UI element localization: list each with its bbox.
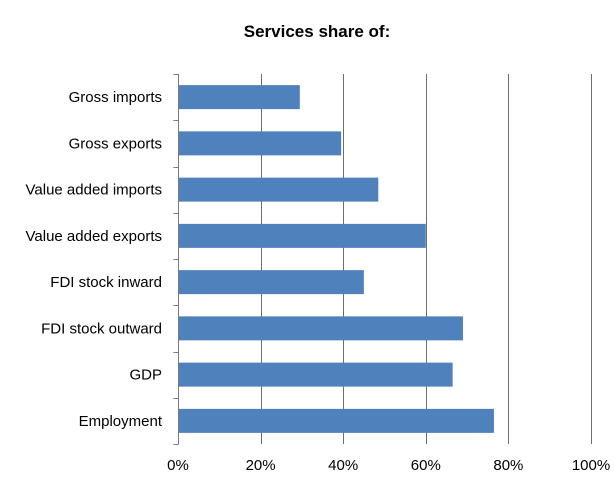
category-label-0: Gross imports <box>69 89 162 106</box>
x-tick-label-2: 40% <box>328 457 358 474</box>
category-labels: Gross imports Gross exports Value added im… <box>26 89 163 430</box>
x-tick-label-4: 80% <box>493 457 523 474</box>
bar-3 <box>178 223 426 248</box>
y-axis <box>173 74 179 445</box>
bar-4 <box>178 270 364 295</box>
x-tick-label-3: 60% <box>411 457 441 474</box>
x-tick-label-0: 0% <box>167 457 189 474</box>
category-label-4: FDI stock inward <box>50 274 162 291</box>
category-label-5: FDI stock outward <box>41 320 162 337</box>
bar-0 <box>178 85 300 110</box>
category-label-7: Employment <box>79 413 163 430</box>
category-label-3: Value added exports <box>26 228 163 245</box>
bars <box>178 85 494 433</box>
grid-lines <box>261 74 592 444</box>
x-tick-label-5: 100% <box>572 457 610 474</box>
category-label-1: Gross exports <box>69 135 162 152</box>
x-tick-label-1: 20% <box>246 457 276 474</box>
category-label-2: Value added imports <box>26 182 162 199</box>
category-label-6: GDP <box>129 367 162 384</box>
x-tick-labels: 0% 20% 40% 60% 80% 100% <box>167 457 610 474</box>
bar-6 <box>178 362 453 387</box>
bar-1 <box>178 131 342 156</box>
bar-2 <box>178 177 379 202</box>
chart-title: Services share of: <box>244 22 390 41</box>
bar-7 <box>178 408 494 433</box>
bar-5 <box>178 316 463 341</box>
